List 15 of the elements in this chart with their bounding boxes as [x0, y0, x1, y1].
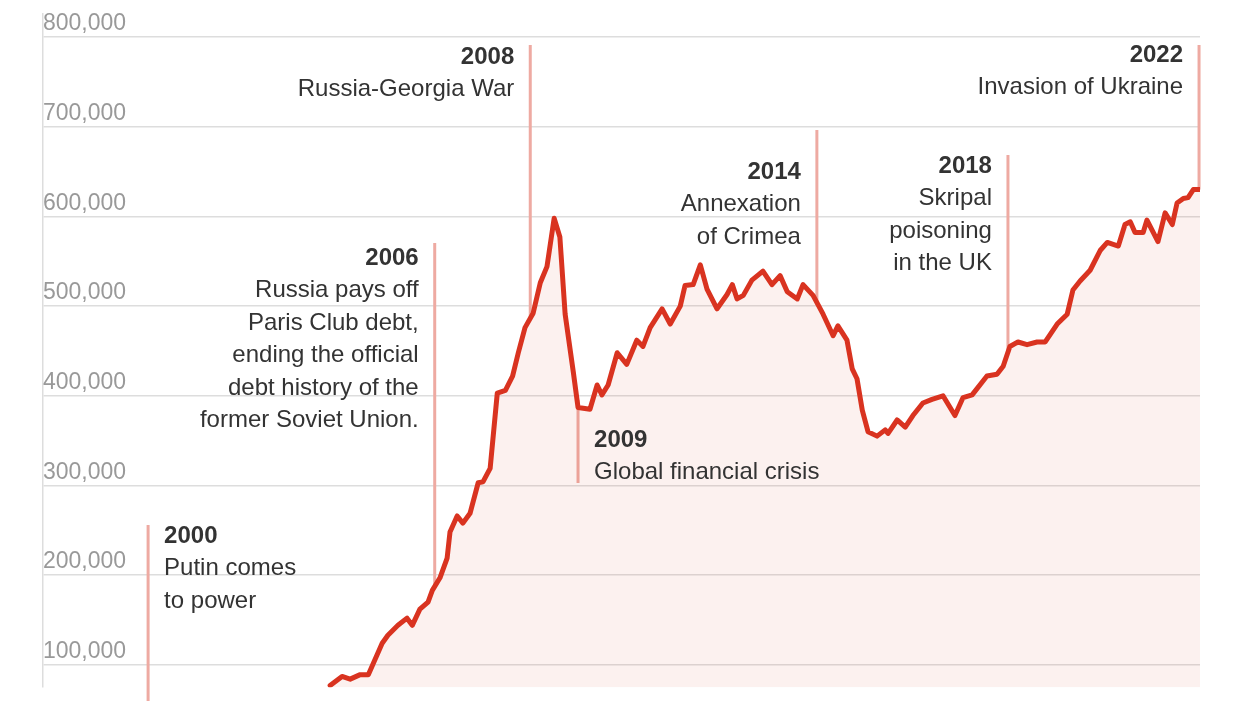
ref-line-label: 2006 Russia pays off Paris Club debt, ending the official debt history of the former Soviet Union. — [199, 242, 420, 433]
y-tick-label: 600,000 — [43, 188, 127, 215]
ref-line-label: 2018 Skripal poisoning in the UK — [889, 150, 992, 276]
ref-line-label: 2008 Russia-Georgia War — [297, 41, 515, 102]
y-tick-label: 200,000 — [43, 547, 127, 574]
y-tick-label: 400,000 — [43, 368, 127, 395]
ref-line-label: 2009 Global financial crisis — [594, 424, 820, 485]
y-tick-label: 100,000 — [43, 637, 127, 664]
ref-line-label: 2014 Annexation of Crimea — [680, 156, 802, 249]
y-tick-label: 300,000 — [43, 457, 127, 484]
y-tick-label: 700,000 — [43, 99, 127, 126]
y-tick-label: 800,000 — [43, 9, 127, 36]
y-tick-label: 500,000 — [43, 278, 127, 305]
ref-line-label: 2000 Putin comes to power — [164, 520, 297, 613]
ref-line-label: 2022 Invasion of Ukraine — [977, 39, 1184, 100]
